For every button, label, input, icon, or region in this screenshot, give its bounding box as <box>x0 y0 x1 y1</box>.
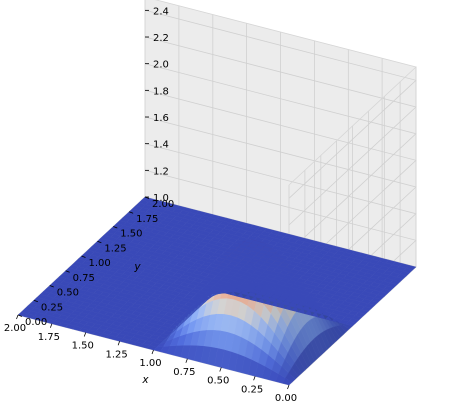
surface-mesh <box>17 196 417 386</box>
x-axis-label: x <box>141 374 149 386</box>
y-tick <box>17 314 23 317</box>
x-tick-label: 0.25 <box>241 384 263 395</box>
x-tick-label: 0.00 <box>275 393 297 404</box>
y-tick-label: 1.25 <box>104 243 126 254</box>
y-tick-label: 2.00 <box>152 199 174 210</box>
x-tick <box>185 358 188 363</box>
y-tick <box>113 226 118 229</box>
y-tick <box>65 270 70 273</box>
x-tick-label: 2.00 <box>4 323 26 334</box>
y-tick <box>97 240 102 244</box>
x-tick <box>117 341 120 346</box>
y-tick-label: 0.25 <box>41 302 63 313</box>
surface-face <box>405 265 417 271</box>
z-tick-label: 1.0 <box>153 193 169 204</box>
y-axis-label: y <box>133 261 141 273</box>
y-tick-label: 0.75 <box>73 273 95 284</box>
x-tick <box>16 314 19 320</box>
y-tick-label: 1.75 <box>136 214 158 225</box>
y-tick <box>81 255 86 258</box>
x-tick-label: 1.50 <box>72 341 94 352</box>
z-tick-label: 1.8 <box>153 86 169 97</box>
z-tick-label: 1.6 <box>153 113 169 124</box>
tick-labels: 0.000.250.500.751.001.251.501.752.000.00… <box>4 6 297 404</box>
x-tick-label: 1.25 <box>105 349 127 360</box>
x-tick <box>83 332 87 337</box>
z-tick-label: 2.4 <box>153 6 169 17</box>
x-tick-label: 0.50 <box>207 376 229 387</box>
y-tick <box>33 299 39 303</box>
y-tick-label: 1.50 <box>120 229 142 240</box>
z-tick-label: 2.2 <box>153 33 169 44</box>
z-tick-label: 1.4 <box>153 140 169 151</box>
z-tick-label: 2.0 <box>153 60 169 71</box>
x-tick <box>50 323 53 328</box>
y-tick-label: 0.50 <box>57 288 79 299</box>
y-tick <box>128 211 134 214</box>
y-tick-label: 0.00 <box>25 317 47 328</box>
x-tick <box>151 349 154 355</box>
x-tick-label: 1.75 <box>38 332 60 343</box>
y-tick-label: 1.00 <box>89 258 111 269</box>
x-tick <box>219 367 222 372</box>
x-tick-label: 0.75 <box>173 367 195 378</box>
x-tick <box>287 384 290 390</box>
tick-marks <box>16 9 290 390</box>
y-tick <box>49 285 54 288</box>
x-tick-label: 1.00 <box>139 358 161 369</box>
z-tick-label: 1.2 <box>153 166 169 177</box>
x-tick <box>253 376 256 381</box>
